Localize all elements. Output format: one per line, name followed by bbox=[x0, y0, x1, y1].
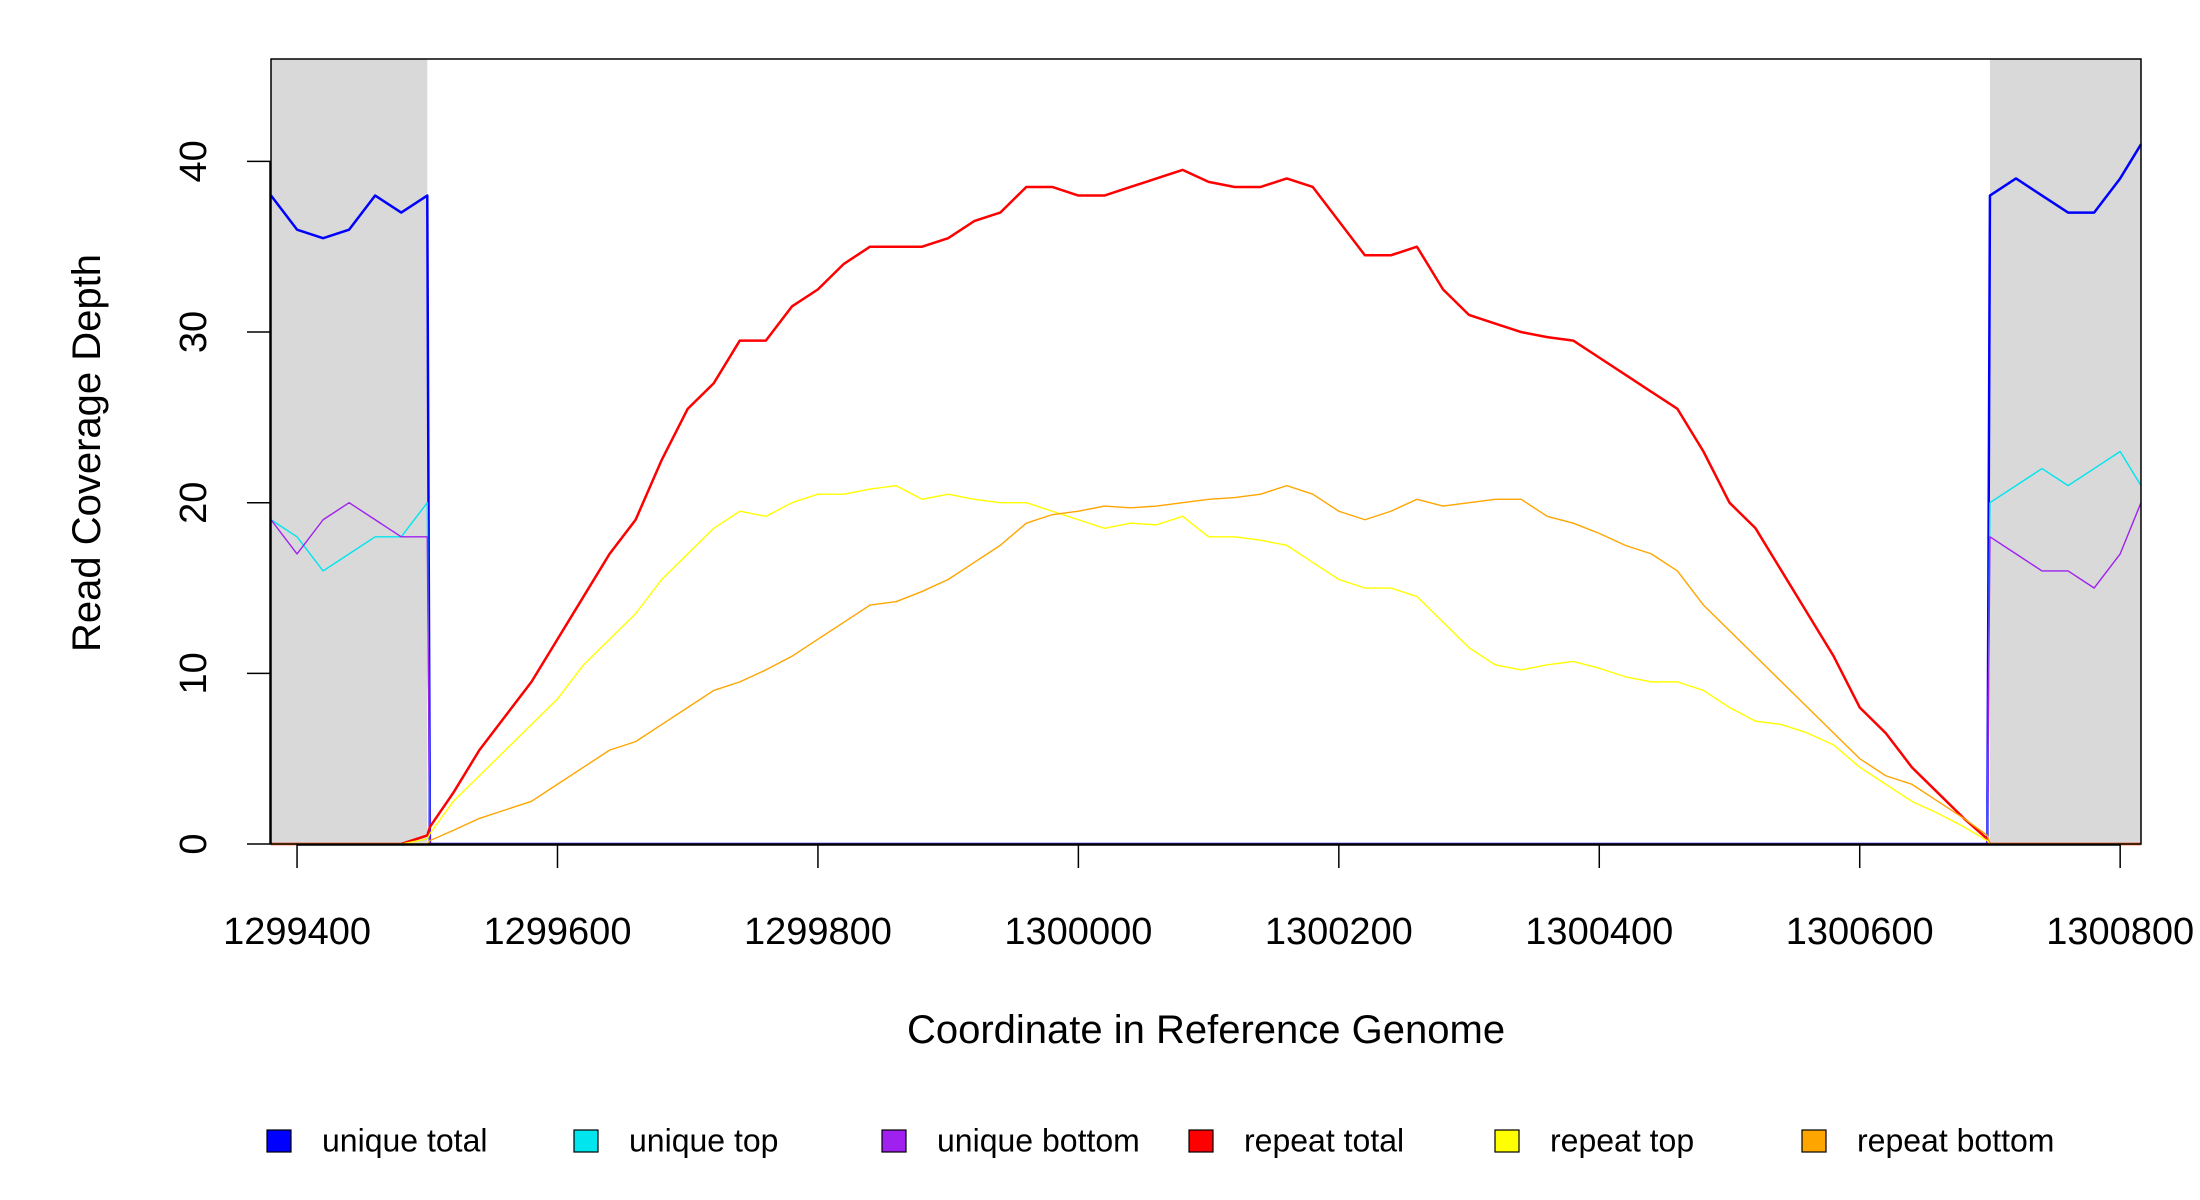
shaded-region bbox=[1989, 59, 2141, 844]
legend-label: unique bottom bbox=[937, 1122, 1140, 1158]
legend-swatch bbox=[266, 1129, 292, 1153]
legend-label: unique total bbox=[322, 1122, 487, 1158]
x-tick-label: 1300800 bbox=[2046, 911, 2194, 953]
y-tick-label: 40 bbox=[173, 140, 215, 182]
axes-layer: 1299400 1299600 1299800 1300000 1300200 13004… bbox=[173, 140, 2194, 953]
x-axis-title: Coordinate in Reference Genome bbox=[907, 1008, 1505, 1052]
x-tick-label: 1299600 bbox=[484, 911, 632, 953]
legend-swatch bbox=[1801, 1129, 1827, 1153]
series-line bbox=[271, 484, 2141, 845]
legend-swatch bbox=[1494, 1129, 1520, 1153]
legend-swatch bbox=[881, 1129, 907, 1153]
y-tick-label: 10 bbox=[173, 652, 215, 694]
legend-label: repeat top bbox=[1550, 1122, 1694, 1158]
series-line bbox=[271, 168, 2141, 846]
series-line bbox=[270, 502, 2142, 845]
series-line bbox=[270, 143, 2143, 846]
x-tick-label: 1300000 bbox=[1004, 911, 1152, 953]
y-tick-label: 30 bbox=[173, 311, 215, 353]
series-line bbox=[271, 484, 2141, 845]
plot-frame bbox=[270, 58, 2142, 845]
legend-label: repeat bottom bbox=[1857, 1122, 2054, 1158]
x-tick-label: 1300400 bbox=[1525, 911, 1673, 953]
lines-layer bbox=[270, 143, 2143, 846]
y-tick-label: 0 bbox=[173, 833, 215, 854]
y-axis-title: Read Coverage Depth bbox=[65, 254, 109, 652]
x-tick-label: 1299800 bbox=[744, 911, 892, 953]
x-tick-label: 1300200 bbox=[1265, 911, 1413, 953]
legend-swatch bbox=[573, 1129, 599, 1153]
x-tick-label: 1300600 bbox=[1786, 911, 1934, 953]
legend: unique total unique top unique bottom repea… bbox=[266, 1122, 2054, 1158]
legend-swatch bbox=[1188, 1129, 1214, 1153]
shading-layer bbox=[271, 59, 2141, 844]
x-tick-label: 1299400 bbox=[223, 911, 371, 953]
shaded-region bbox=[271, 59, 428, 844]
legend-label: unique top bbox=[629, 1122, 778, 1158]
legend-label: repeat total bbox=[1244, 1122, 1404, 1158]
y-tick-label: 20 bbox=[173, 482, 215, 524]
